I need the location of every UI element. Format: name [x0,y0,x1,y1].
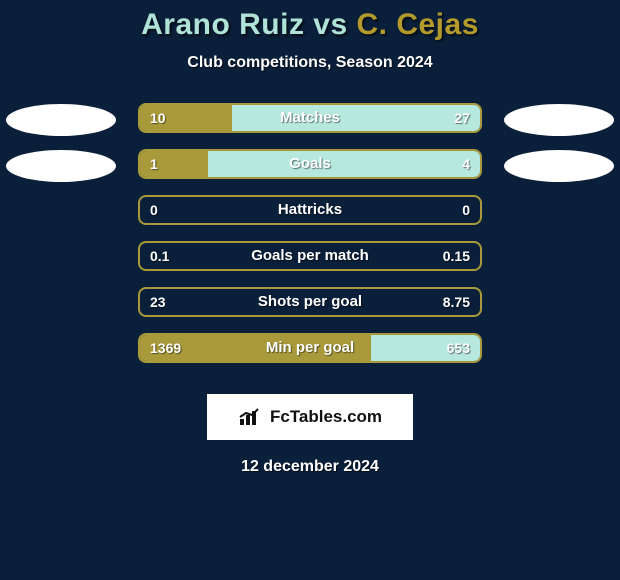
player2-ellipse [504,104,614,136]
player1-ellipse [6,150,116,182]
stat-bar: 1369653Min per goal [138,333,482,363]
player2-ellipse [504,150,614,182]
logo-badge: FcTables.com [207,394,413,440]
bar-seg-player1 [140,105,232,131]
chart-icon [238,407,264,427]
stat-row: 23 8.75Shots per goal [0,284,620,330]
stat-row: 0 0Hattricks [0,192,620,238]
stat-value-player1: 0 [150,197,158,223]
bar-seg-player1 [140,151,208,177]
stat-label: Hattricks [140,197,480,223]
stat-bar: 1027Matches [138,103,482,133]
stat-row: 0.1 0.15Goals per match [0,238,620,284]
stat-value-player2: 0.15 [443,243,470,269]
bar-seg-player2 [232,105,480,131]
bar-seg-player2 [208,151,480,177]
stat-row: 14Goals [0,146,620,192]
bars-container: 1027Matches 14Goals 0 0Hattricks 0.1 0.15Goal… [0,100,620,376]
stat-row: 1027Matches [0,100,620,146]
bar-seg-player1 [140,335,371,361]
stat-label: Goals per match [140,243,480,269]
stat-value-player2: 8.75 [443,289,470,315]
title-vs: vs [304,8,356,41]
stat-label: Shots per goal [140,289,480,315]
page-title: Arano Ruiz vs C. Cejas [0,8,620,42]
title-player2: C. Cejas [357,8,479,41]
bar-seg-player2 [371,335,480,361]
subtitle: Club competitions, Season 2024 [0,54,620,72]
stat-value-player2: 0 [462,197,470,223]
logo-text: FcTables.com [270,407,382,427]
stat-row: 1369653Min per goal [0,330,620,376]
player1-ellipse [6,104,116,136]
comparison-card: Arano Ruiz vs C. Cejas Club competitions… [0,0,620,476]
stat-bar: 0 0Hattricks [138,195,482,225]
stat-bar: 23 8.75Shots per goal [138,287,482,317]
stat-bar: 0.1 0.15Goals per match [138,241,482,271]
stat-bar: 14Goals [138,149,482,179]
title-player1: Arano Ruiz [141,8,304,41]
stat-value-player1: 23 [150,289,166,315]
stat-value-player1: 0.1 [150,243,169,269]
date-line: 12 december 2024 [0,458,620,476]
